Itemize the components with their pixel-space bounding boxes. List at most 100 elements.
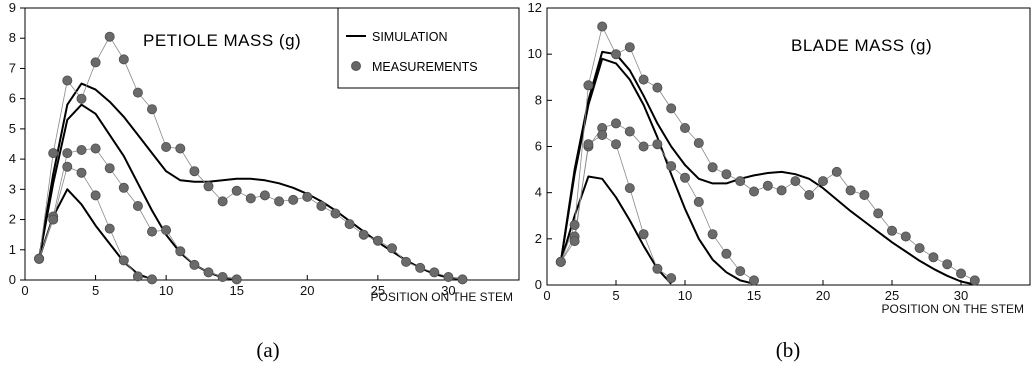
y-tick-label: 6 (9, 91, 16, 106)
measurement-point (735, 176, 746, 187)
measurement-point (611, 118, 622, 129)
x-tick-label: 30 (441, 283, 455, 298)
measurement-point (372, 235, 383, 246)
measurement-point (638, 141, 649, 152)
measurement-point (859, 189, 870, 200)
panel-b-series (555, 21, 980, 286)
measurement-point (457, 274, 468, 285)
measurement-point (146, 274, 157, 285)
x-tick-label: 10 (159, 283, 173, 298)
measurement-point (443, 271, 454, 282)
measurement-point (749, 275, 760, 286)
panel-a-caption: (a) (256, 338, 279, 362)
measurement-point (707, 162, 718, 173)
measurement-point (62, 75, 73, 86)
panel-b-axis-ticks: 0 2 4 6 8 10 12 0 5 10 15 20 25 30 (528, 0, 969, 303)
measurement-point (203, 267, 214, 278)
measurement-point (928, 252, 939, 263)
measurement-point (611, 139, 622, 150)
measurement-point (34, 253, 45, 264)
measurement-point (330, 208, 341, 219)
measurement-point (942, 259, 953, 270)
measurement-point (316, 200, 327, 211)
x-tick-label: 25 (885, 288, 899, 303)
measurement-point (680, 172, 691, 183)
simulation-line (559, 57, 755, 285)
measurement-point (288, 194, 299, 205)
measurements-connector-line (560, 25, 975, 281)
measurement-point (146, 226, 157, 237)
y-tick-label: 10 (528, 46, 542, 61)
measurement-point (104, 31, 115, 42)
measurement-point (76, 93, 87, 104)
x-tick-label: 30 (954, 288, 968, 303)
measurement-point (259, 190, 270, 201)
y-tick-label: 8 (9, 30, 16, 45)
measurement-point (118, 54, 129, 65)
measurement-point (749, 186, 760, 197)
legend: SIMULATION MEASUREMENTS (337, 7, 520, 89)
y-tick-label: 2 (9, 212, 16, 227)
measurement-point (48, 148, 59, 159)
measurement-point (146, 104, 157, 115)
measurement-point (161, 141, 172, 152)
panel-a-axis-ticks: 0 1 2 3 4 5 6 7 8 9 0 5 10 15 20 25 30 (9, 0, 456, 298)
legend-measurements-label: MEASUREMENTS (372, 60, 478, 74)
measurement-point (611, 49, 622, 60)
measurement-point (583, 139, 594, 150)
measurement-point (638, 74, 649, 85)
y-tick-label: 6 (535, 139, 542, 154)
panel-b-x-axis-label: POSITION ON THE STEM (882, 302, 1024, 316)
y-tick-label: 5 (9, 121, 16, 136)
measurement-point (245, 193, 256, 204)
x-tick-label: 0 (543, 288, 550, 303)
measurement-point (401, 256, 412, 267)
y-tick-label: 2 (535, 231, 542, 246)
measurement-point (274, 196, 285, 207)
simulation-line (559, 175, 672, 285)
measurement-point (358, 229, 369, 240)
measurement-point (132, 200, 143, 211)
measurement-point (386, 243, 397, 254)
measurement-point (693, 137, 704, 148)
measurement-point (790, 176, 801, 187)
x-tick-label: 15 (229, 283, 243, 298)
panel-b-blade-mass: 0 2 4 6 8 10 12 0 5 10 15 20 25 30 BLADE MASS (g) POS… (528, 0, 1031, 362)
measurement-point (569, 219, 580, 230)
measurement-point (189, 259, 200, 270)
measurement-point (555, 256, 566, 267)
measurement-point (217, 271, 228, 282)
measurement-point (62, 148, 73, 159)
measurement-point (693, 196, 704, 207)
measurement-point (969, 275, 980, 286)
panel-b-title: BLADE MASS (g) (791, 36, 932, 55)
measurement-point (175, 143, 186, 154)
measurement-point (818, 176, 829, 187)
measurement-point (624, 126, 635, 137)
measurement-point (132, 87, 143, 98)
legend-simulation-label: SIMULATION (372, 30, 447, 44)
measurement-point (762, 180, 773, 191)
panel-b-caption: (b) (776, 338, 801, 362)
measurement-point (90, 57, 101, 68)
measurement-point (956, 268, 967, 279)
measurement-point (118, 255, 129, 266)
x-tick-label: 20 (816, 288, 830, 303)
measurement-point (721, 169, 732, 180)
measurement-point (831, 166, 842, 177)
measurement-point (666, 103, 677, 114)
measurement-point (132, 271, 143, 282)
measurement-point (873, 208, 884, 219)
y-tick-label: 7 (9, 60, 16, 75)
measurement-point (887, 225, 898, 236)
measurement-point (776, 185, 787, 196)
x-tick-label: 5 (92, 283, 99, 298)
measurement-point (680, 123, 691, 134)
panel-a-frame (24, 7, 520, 281)
measurement-point (104, 163, 115, 174)
measurement-point (62, 161, 73, 172)
measurement-point (175, 246, 186, 257)
measurement-point (652, 82, 663, 93)
y-tick-label: 1 (9, 242, 16, 257)
